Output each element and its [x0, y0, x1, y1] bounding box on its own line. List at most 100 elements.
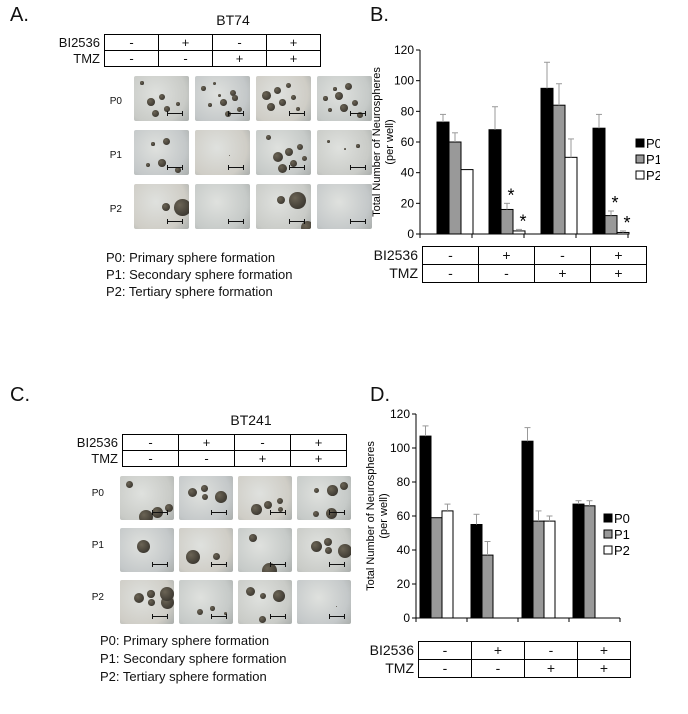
row-label-p1: P1 — [91, 540, 104, 551]
y-tick-label: 80 — [397, 475, 411, 489]
scale-bar — [228, 219, 244, 224]
treat-cell: - — [478, 264, 535, 283]
treat-cell: - — [158, 50, 213, 67]
neurosphere — [301, 221, 311, 229]
bar-p0 — [540, 87, 554, 235]
neurosphere — [327, 485, 338, 496]
bar-p0 — [419, 435, 432, 619]
micrograph-image — [195, 76, 250, 121]
neurosphere — [146, 163, 151, 168]
neurosphere — [249, 534, 257, 542]
neurosphere — [296, 107, 301, 112]
neurosphere — [356, 144, 360, 148]
neurosphere — [286, 83, 292, 89]
panel-d-letter: D. — [370, 384, 390, 406]
neurosphere — [213, 553, 221, 561]
legend-swatch — [603, 513, 613, 523]
legend-label: P2 — [614, 543, 630, 558]
micrograph-image — [195, 130, 250, 175]
neurosphere — [264, 501, 273, 510]
panel-a-letter: A. — [10, 4, 29, 26]
treat-cell: + — [178, 434, 235, 451]
scale-bar — [152, 562, 168, 567]
neurosphere — [160, 587, 174, 601]
legend-label: P2 — [646, 168, 660, 183]
neurosphere — [175, 167, 181, 173]
neurosphere — [285, 148, 294, 157]
neurosphere — [260, 593, 266, 599]
neurosphere — [262, 563, 278, 572]
neurosphere — [273, 590, 285, 602]
neurosphere — [340, 482, 349, 491]
treat-cell: - — [122, 450, 179, 467]
neurosphere — [147, 98, 155, 106]
treat-cell: + — [212, 50, 267, 67]
y-tick-label: 0 — [403, 611, 410, 625]
neurosphere — [357, 112, 363, 118]
legend-p0: P0: Primary sphere formation — [100, 633, 270, 648]
neurosphere — [140, 81, 144, 85]
treat-cell: + — [266, 50, 321, 67]
treat-cell: + — [158, 34, 213, 51]
legend-label: P0 — [614, 511, 630, 526]
neurosphere — [267, 103, 276, 112]
micrograph-image — [256, 76, 311, 121]
legend-p2: P2: Tertiary sphere formation — [100, 669, 267, 684]
y-tick-label: 40 — [397, 543, 411, 557]
scale-bar — [152, 510, 168, 515]
bi2536-label: BI2536 — [373, 247, 418, 263]
scale-bar — [167, 219, 183, 224]
neurosphere — [151, 142, 155, 146]
micrograph-image — [238, 476, 292, 520]
treat-cell: + — [590, 264, 647, 283]
neurosphere — [176, 102, 181, 107]
micrograph-image — [238, 528, 292, 572]
y-tick-label: 120 — [394, 43, 414, 57]
legend-swatch — [635, 138, 645, 148]
bar-p0 — [592, 127, 606, 235]
treat-cell: - — [534, 246, 591, 265]
treat-cell: - — [234, 434, 291, 451]
neurosphere — [201, 485, 208, 492]
micrograph-image — [297, 476, 351, 520]
treat-cell: + — [577, 659, 631, 678]
bar-p2 — [564, 156, 578, 235]
treat-cell: - — [524, 641, 578, 660]
panel-b-chart: Total Number of Neurospheres(per well) 0 2… — [371, 43, 660, 241]
treat-cell: + — [471, 641, 525, 660]
bar-p2 — [441, 510, 454, 619]
micrograph-image — [120, 580, 174, 624]
neurosphere — [291, 95, 296, 100]
neurosphere — [324, 538, 333, 547]
micrograph-image — [134, 130, 189, 175]
scale-bar — [329, 562, 345, 567]
neurosphere — [266, 135, 271, 140]
neurosphere — [262, 91, 271, 100]
treat-cell: + — [534, 264, 591, 283]
scale-bar — [289, 165, 305, 170]
neurosphere — [126, 481, 134, 489]
neurosphere — [210, 606, 215, 611]
neurosphere — [290, 160, 298, 168]
bar-p2 — [543, 520, 556, 619]
scale-bar — [152, 614, 168, 619]
neurosphere — [328, 108, 333, 113]
y-tick-label: 60 — [397, 509, 411, 523]
neurosphere — [278, 164, 288, 174]
scale-bar — [211, 614, 227, 619]
neurosphere — [134, 593, 145, 604]
bi2536-label: BI2536 — [76, 435, 118, 450]
y-axis-label-line: Total Number of Neurospheres — [371, 67, 383, 217]
neurosphere — [246, 587, 256, 597]
neurosphere — [220, 99, 227, 106]
significance-asterisk: * — [623, 213, 630, 233]
scale-bar — [289, 219, 305, 224]
y-tick-label: 40 — [401, 166, 415, 180]
row-label-p2: P2 — [91, 592, 104, 603]
neurosphere — [314, 488, 320, 494]
panel-b-letter: B. — [370, 4, 389, 26]
panel-b-treatment-table: BI2536 - + - + TMZ - - + + — [368, 246, 647, 283]
bar-p1 — [481, 554, 494, 619]
neurosphere — [335, 92, 344, 101]
y-axis-label-line: (per well) — [378, 493, 390, 538]
